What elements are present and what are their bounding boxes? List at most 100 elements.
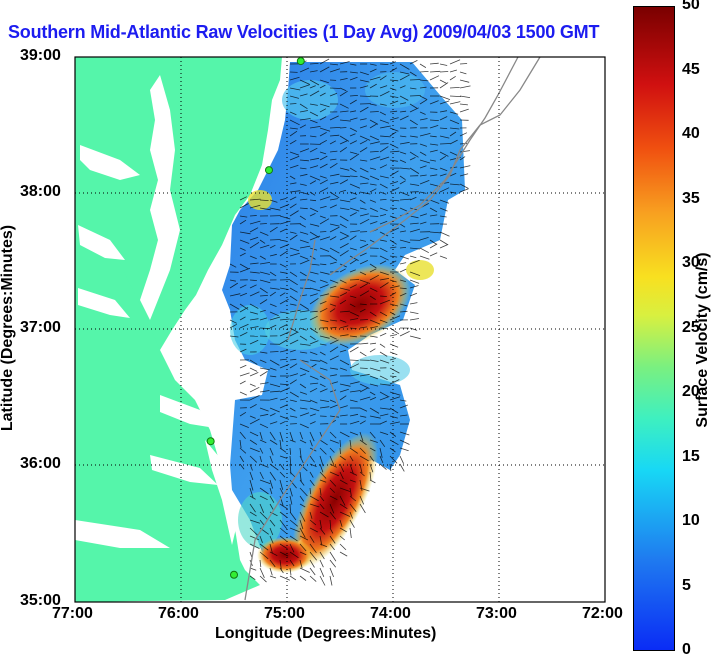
velocity-vector [379, 247, 388, 253]
velocity-vector [259, 255, 267, 260]
velocity-vector [329, 115, 339, 121]
velocity-vector [439, 199, 450, 204]
velocity-vector [289, 155, 300, 161]
velocity-vector [259, 239, 266, 244]
velocity-vector [309, 359, 321, 362]
velocity-vector [379, 420, 387, 425]
velocity-vector [409, 183, 420, 186]
velocity-vector [389, 170, 399, 177]
velocity-vector [429, 135, 437, 138]
velocity-vector [419, 99, 427, 105]
velocity-vector [369, 415, 381, 419]
y-tick-label: 35:00 [20, 592, 61, 609]
velocity-vector [399, 455, 404, 464]
velocity-vector [339, 395, 347, 401]
velocity-vector [359, 447, 366, 454]
velocity-vector [349, 359, 359, 361]
velocity-vector [399, 262, 407, 265]
velocity-vector [369, 119, 379, 125]
velocity-vector [379, 447, 383, 458]
velocity-vector [389, 303, 399, 307]
velocity-vector [399, 230, 407, 233]
velocity-vector [329, 415, 340, 418]
velocity-vector [319, 116, 327, 121]
velocity-vector [299, 271, 307, 277]
velocity-vector [429, 119, 439, 121]
velocity-vector [279, 318, 290, 321]
velocity-vector [289, 95, 300, 99]
velocity-vector [259, 295, 268, 297]
velocity-vector [349, 95, 358, 97]
velocity-vector [269, 543, 273, 554]
velocity-vector [259, 299, 268, 305]
velocity-vector [299, 511, 306, 522]
velocity-vector [359, 106, 369, 113]
velocity-vector [309, 559, 315, 568]
velocity-vector [309, 407, 320, 412]
velocity-vector [359, 95, 371, 97]
velocity-vector [379, 239, 387, 242]
velocity-vector [309, 165, 319, 169]
velocity-vector [269, 359, 280, 366]
velocity-vector [249, 463, 253, 471]
velocity-vector [409, 327, 418, 331]
velocity-vector [379, 183, 388, 189]
velocity-vector [379, 295, 387, 297]
velocity-vector [299, 255, 309, 260]
velocity-vector [279, 383, 289, 386]
velocity-vector [329, 223, 340, 227]
velocity-vector [369, 183, 377, 186]
velocity-vector [329, 335, 337, 340]
velocity-vector [379, 255, 389, 261]
velocity-vector [409, 292, 418, 297]
colorbar-tick-label: 35 [682, 189, 700, 207]
velocity-vector [329, 63, 339, 66]
velocity-vector [349, 235, 357, 241]
velocity-vector [449, 191, 456, 194]
velocity-vector [359, 159, 368, 162]
velocity-vector [289, 271, 298, 277]
velocity-vector [339, 527, 347, 533]
velocity-vector [289, 575, 297, 581]
velocity-vector [279, 519, 288, 529]
velocity-vector [359, 147, 368, 153]
velocity-vector [339, 135, 350, 142]
velocity-vector [339, 299, 347, 305]
velocity-vector [439, 187, 450, 193]
velocity-vector [339, 388, 349, 393]
velocity-vector [349, 117, 358, 121]
velocity-vector [299, 239, 309, 244]
velocity-vector [389, 396, 401, 401]
velocity-vector [299, 351, 308, 354]
velocity-vector [279, 228, 287, 233]
velocity-vector [339, 325, 349, 329]
velocity-vector [349, 335, 357, 338]
velocity-vector [339, 103, 349, 109]
velocity-vector [269, 253, 277, 257]
velocity-vector [369, 471, 372, 481]
velocity-vector [269, 383, 281, 388]
colorbar-tick-label: 50 [682, 0, 700, 13]
velocity-vector [259, 487, 269, 495]
velocity-vector [339, 511, 351, 517]
velocity-vector [259, 503, 265, 513]
velocity-vector [259, 382, 269, 385]
velocity-vector [249, 487, 254, 499]
velocity-vector [399, 95, 409, 101]
velocity-vector [459, 150, 470, 153]
velocity-vector [389, 117, 399, 121]
velocity-vector [309, 147, 318, 153]
velocity-vector [279, 220, 291, 225]
velocity-vector [269, 287, 280, 290]
velocity-vector [379, 271, 389, 276]
velocity-vector [419, 86, 427, 89]
velocity-vector [279, 551, 289, 557]
velocity-vector [279, 292, 286, 297]
velocity-vector [329, 404, 339, 409]
velocity-vector [399, 85, 406, 89]
y-tick-label: 36:00 [20, 455, 61, 472]
velocity-vector [299, 79, 311, 85]
velocity-vector [239, 219, 247, 225]
velocity-vector [289, 399, 297, 402]
velocity-vector [349, 76, 358, 81]
